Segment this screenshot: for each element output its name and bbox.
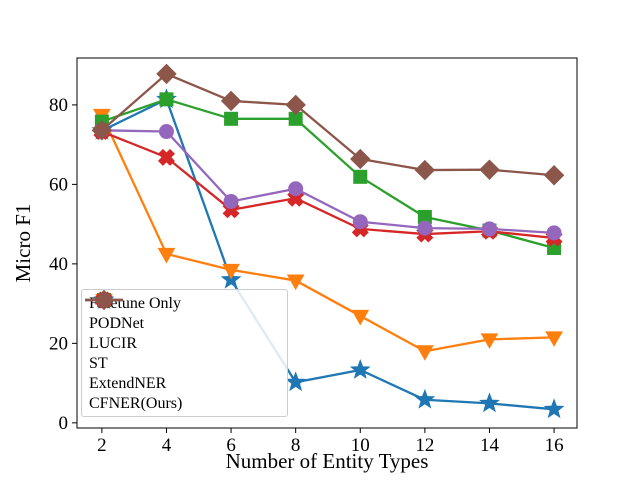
legend-item-st: ST xyxy=(85,291,287,374)
data-point-diamond xyxy=(220,90,242,112)
legend-label: LUCIR xyxy=(89,335,137,352)
data-point-diamond xyxy=(543,165,565,186)
data-point-diamond xyxy=(350,148,371,170)
x-tick-label: 4 xyxy=(162,435,172,456)
data-point-star xyxy=(414,388,436,409)
series-line-finetune-only xyxy=(101,98,555,411)
chart-legend: Finetune Only PODNet LUCIR ST ExtendNER CFNER… xyxy=(81,289,288,417)
data-point-square xyxy=(224,111,239,126)
y-tick-label: 60 xyxy=(49,174,68,195)
legend-item-podnet: PODNet xyxy=(85,294,287,334)
data-point-x xyxy=(157,148,175,166)
plot-border xyxy=(76,57,578,429)
data-point-star xyxy=(479,392,500,413)
data-point-star xyxy=(349,359,371,379)
x-tick-label: 2 xyxy=(97,435,107,456)
x-tick-label: 10 xyxy=(351,435,370,456)
data-point-circle xyxy=(352,214,368,230)
data-point-triangle xyxy=(480,333,499,349)
series-line-st xyxy=(101,130,555,240)
legend-label: ST xyxy=(89,355,108,372)
legend-marker-diamond-icon xyxy=(85,290,123,310)
series-line-cfner-ours- xyxy=(101,72,555,177)
data-point-circle xyxy=(546,225,562,241)
y-axis-label: Micro F1 xyxy=(11,204,35,283)
data-point-triangle xyxy=(222,263,240,280)
data-point-circle xyxy=(481,221,497,237)
data-point-diamond xyxy=(156,63,177,85)
y-tick-label: 20 xyxy=(49,333,68,354)
data-point-triangle xyxy=(286,274,305,291)
data-point-diamond xyxy=(414,159,436,181)
data-point-diamond xyxy=(93,290,115,310)
legend-item-lucir: LUCIR xyxy=(85,293,287,354)
y-tick-label: 40 xyxy=(49,254,68,275)
data-point-circle xyxy=(158,124,174,140)
data-point-square xyxy=(159,92,174,107)
data-point-diamond xyxy=(285,94,306,116)
data-point-triangle xyxy=(351,309,370,326)
data-point-star xyxy=(285,371,307,392)
legend-item-cfner-ours-: CFNER(Ours) xyxy=(85,290,287,414)
data-point-circle xyxy=(288,181,304,197)
legend-item-extendner: ExtendNER xyxy=(85,292,287,394)
data-point-diamond xyxy=(91,120,113,141)
data-point-star xyxy=(543,398,565,419)
data-point-triangle xyxy=(545,331,563,347)
legend-label: ExtendNER xyxy=(89,375,167,392)
data-point-circle xyxy=(223,193,239,209)
series-line-podnet xyxy=(100,114,555,353)
x-tick-label: 16 xyxy=(545,435,564,456)
x-tick-label: 12 xyxy=(415,435,434,456)
x-axis-label: Number of Entity Types xyxy=(226,449,429,473)
x-tick-label: 8 xyxy=(291,435,301,456)
data-point-triangle xyxy=(416,345,434,361)
x-tick-label: 6 xyxy=(226,435,236,456)
legend-label: PODNet xyxy=(89,315,145,332)
legend-label: CFNER(Ours) xyxy=(89,395,183,412)
data-point-square xyxy=(353,169,368,184)
data-point-circle xyxy=(417,220,433,236)
x-tick-label: 14 xyxy=(480,435,500,456)
series-line-extendner xyxy=(101,129,555,235)
data-point-triangle xyxy=(157,247,176,264)
y-tick-label: 80 xyxy=(49,95,68,116)
data-point-diamond xyxy=(479,159,500,180)
y-tick-label: 0 xyxy=(59,413,69,434)
